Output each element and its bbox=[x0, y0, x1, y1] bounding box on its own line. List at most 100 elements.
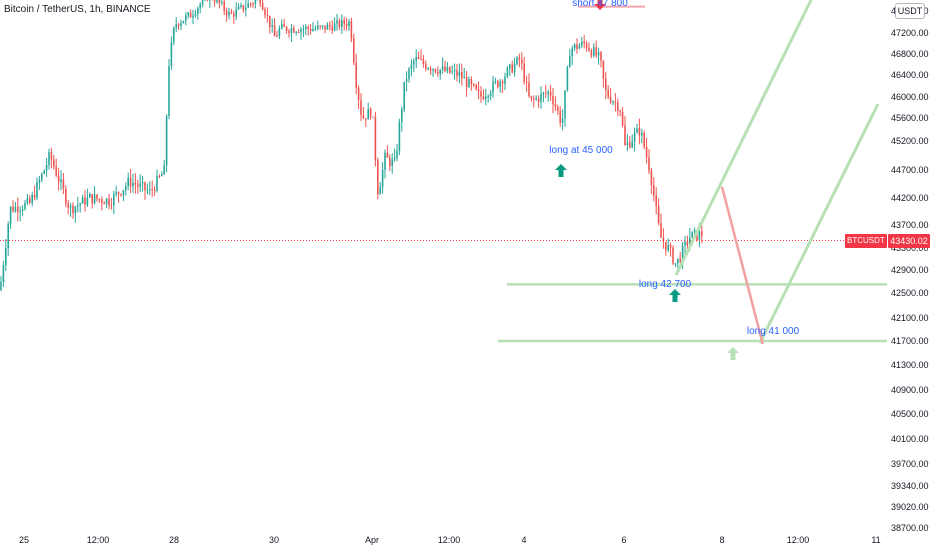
candle-body bbox=[225, 10, 228, 16]
candle-body bbox=[530, 96, 533, 99]
candle-body bbox=[396, 150, 398, 158]
candle-body bbox=[578, 45, 581, 49]
price-tick-label: 47200.00 bbox=[891, 28, 929, 38]
candle-body bbox=[513, 64, 516, 73]
candle-body bbox=[511, 64, 513, 73]
candle-body bbox=[470, 79, 473, 84]
candle-body bbox=[5, 248, 7, 266]
time-tick-label: 25 bbox=[18, 535, 30, 545]
candle-body bbox=[312, 29, 314, 31]
candle-body bbox=[482, 96, 485, 99]
long-45000-label[interactable]: long at 45 000 bbox=[549, 145, 613, 156]
candle-body bbox=[305, 26, 307, 29]
candle-body bbox=[583, 41, 585, 44]
candle-body bbox=[650, 170, 653, 186]
long-41000-label[interactable]: long 41 000 bbox=[746, 326, 800, 337]
candle-body bbox=[585, 43, 588, 49]
candle-body bbox=[187, 12, 189, 16]
candle-body bbox=[9, 206, 12, 224]
candle-body bbox=[691, 231, 693, 238]
price-tick-label: 45600.00 bbox=[891, 113, 929, 123]
candle-body bbox=[607, 90, 609, 97]
candle-body bbox=[151, 189, 153, 191]
candle-body bbox=[566, 67, 569, 91]
candle-body bbox=[24, 202, 26, 210]
time-tick-label: 12:00 bbox=[437, 535, 461, 545]
candle-body bbox=[43, 170, 45, 174]
candle-body bbox=[139, 183, 141, 187]
candle-body bbox=[593, 47, 595, 56]
candle-body bbox=[590, 50, 593, 56]
candle-body bbox=[501, 81, 504, 84]
candle-body bbox=[269, 15, 271, 27]
candle-body bbox=[247, 3, 249, 8]
channel-line-lower bbox=[758, 103, 880, 344]
candle-body bbox=[17, 206, 19, 212]
candle-body bbox=[297, 32, 300, 33]
candle-body bbox=[338, 20, 341, 27]
long-42700-label[interactable]: long 42 700 bbox=[638, 279, 692, 290]
candle-body bbox=[465, 77, 468, 88]
candle-body bbox=[321, 25, 324, 27]
candle-body bbox=[158, 175, 161, 177]
candle-body bbox=[329, 24, 331, 27]
projected-drop-line bbox=[720, 186, 765, 345]
candle-body bbox=[633, 132, 636, 142]
price-tick-label: 40100.00 bbox=[891, 434, 929, 444]
candle-body bbox=[283, 24, 285, 27]
candle-body bbox=[595, 47, 597, 56]
candle-body bbox=[439, 69, 441, 74]
candle-body bbox=[245, 7, 247, 10]
candle-body bbox=[636, 128, 638, 133]
candle-body bbox=[326, 24, 329, 30]
price-tick-label: 43300.00 bbox=[891, 243, 929, 253]
candle-body bbox=[254, 0, 257, 4]
time-tick-label: 11 bbox=[871, 535, 881, 545]
candle-body bbox=[233, 13, 235, 17]
short-47800-label[interactable]: short 47 800 bbox=[572, 0, 628, 9]
candle-body bbox=[216, 0, 218, 2]
currency-badge[interactable]: USDT bbox=[895, 3, 925, 19]
price-tick-label: 43700.00 bbox=[891, 220, 929, 230]
candle-body bbox=[446, 67, 449, 72]
candle-body bbox=[129, 178, 132, 187]
candle-body bbox=[213, 0, 216, 2]
candle-body bbox=[547, 91, 549, 94]
candle-body bbox=[521, 59, 523, 64]
candle-body bbox=[525, 81, 528, 83]
candle-body bbox=[0, 281, 2, 291]
short-arrow-down-icon bbox=[594, 0, 606, 10]
candle-body bbox=[53, 159, 55, 167]
candle-body bbox=[372, 116, 374, 118]
time-tick-label: Apr bbox=[364, 535, 380, 545]
price-axis[interactable]: 47700.0047200.0046800.0046400.0046000.00… bbox=[887, 0, 932, 533]
candle-body bbox=[295, 32, 297, 33]
candle-body bbox=[653, 185, 655, 196]
time-axis[interactable]: 25 12:00 28 30 Apr 12:00 4 6 8 12:00 11 bbox=[0, 530, 887, 550]
candle-body bbox=[290, 28, 293, 33]
candle-body bbox=[638, 128, 641, 136]
candle-body bbox=[235, 9, 237, 17]
chart-plot-area[interactable] bbox=[0, 0, 887, 530]
candle-body bbox=[420, 59, 422, 60]
candle-body bbox=[192, 15, 194, 18]
candle-body bbox=[453, 70, 456, 72]
candle-body bbox=[122, 190, 125, 196]
candle-body bbox=[626, 142, 629, 145]
candle-body bbox=[62, 179, 65, 189]
candle-body bbox=[7, 224, 9, 249]
candle-body bbox=[341, 19, 343, 27]
candle-body bbox=[141, 182, 144, 184]
candle-body bbox=[391, 159, 393, 166]
price-tick-label: 44200.00 bbox=[891, 193, 929, 203]
candle-body bbox=[21, 209, 24, 211]
candle-body bbox=[437, 71, 439, 74]
candle-body bbox=[175, 24, 177, 28]
candle-body bbox=[300, 29, 302, 33]
candle-body bbox=[449, 67, 451, 73]
candle-body bbox=[170, 42, 173, 67]
candle-body bbox=[389, 157, 391, 166]
candle-body bbox=[120, 194, 122, 196]
candle-body bbox=[353, 38, 355, 63]
candle-body bbox=[542, 92, 545, 94]
